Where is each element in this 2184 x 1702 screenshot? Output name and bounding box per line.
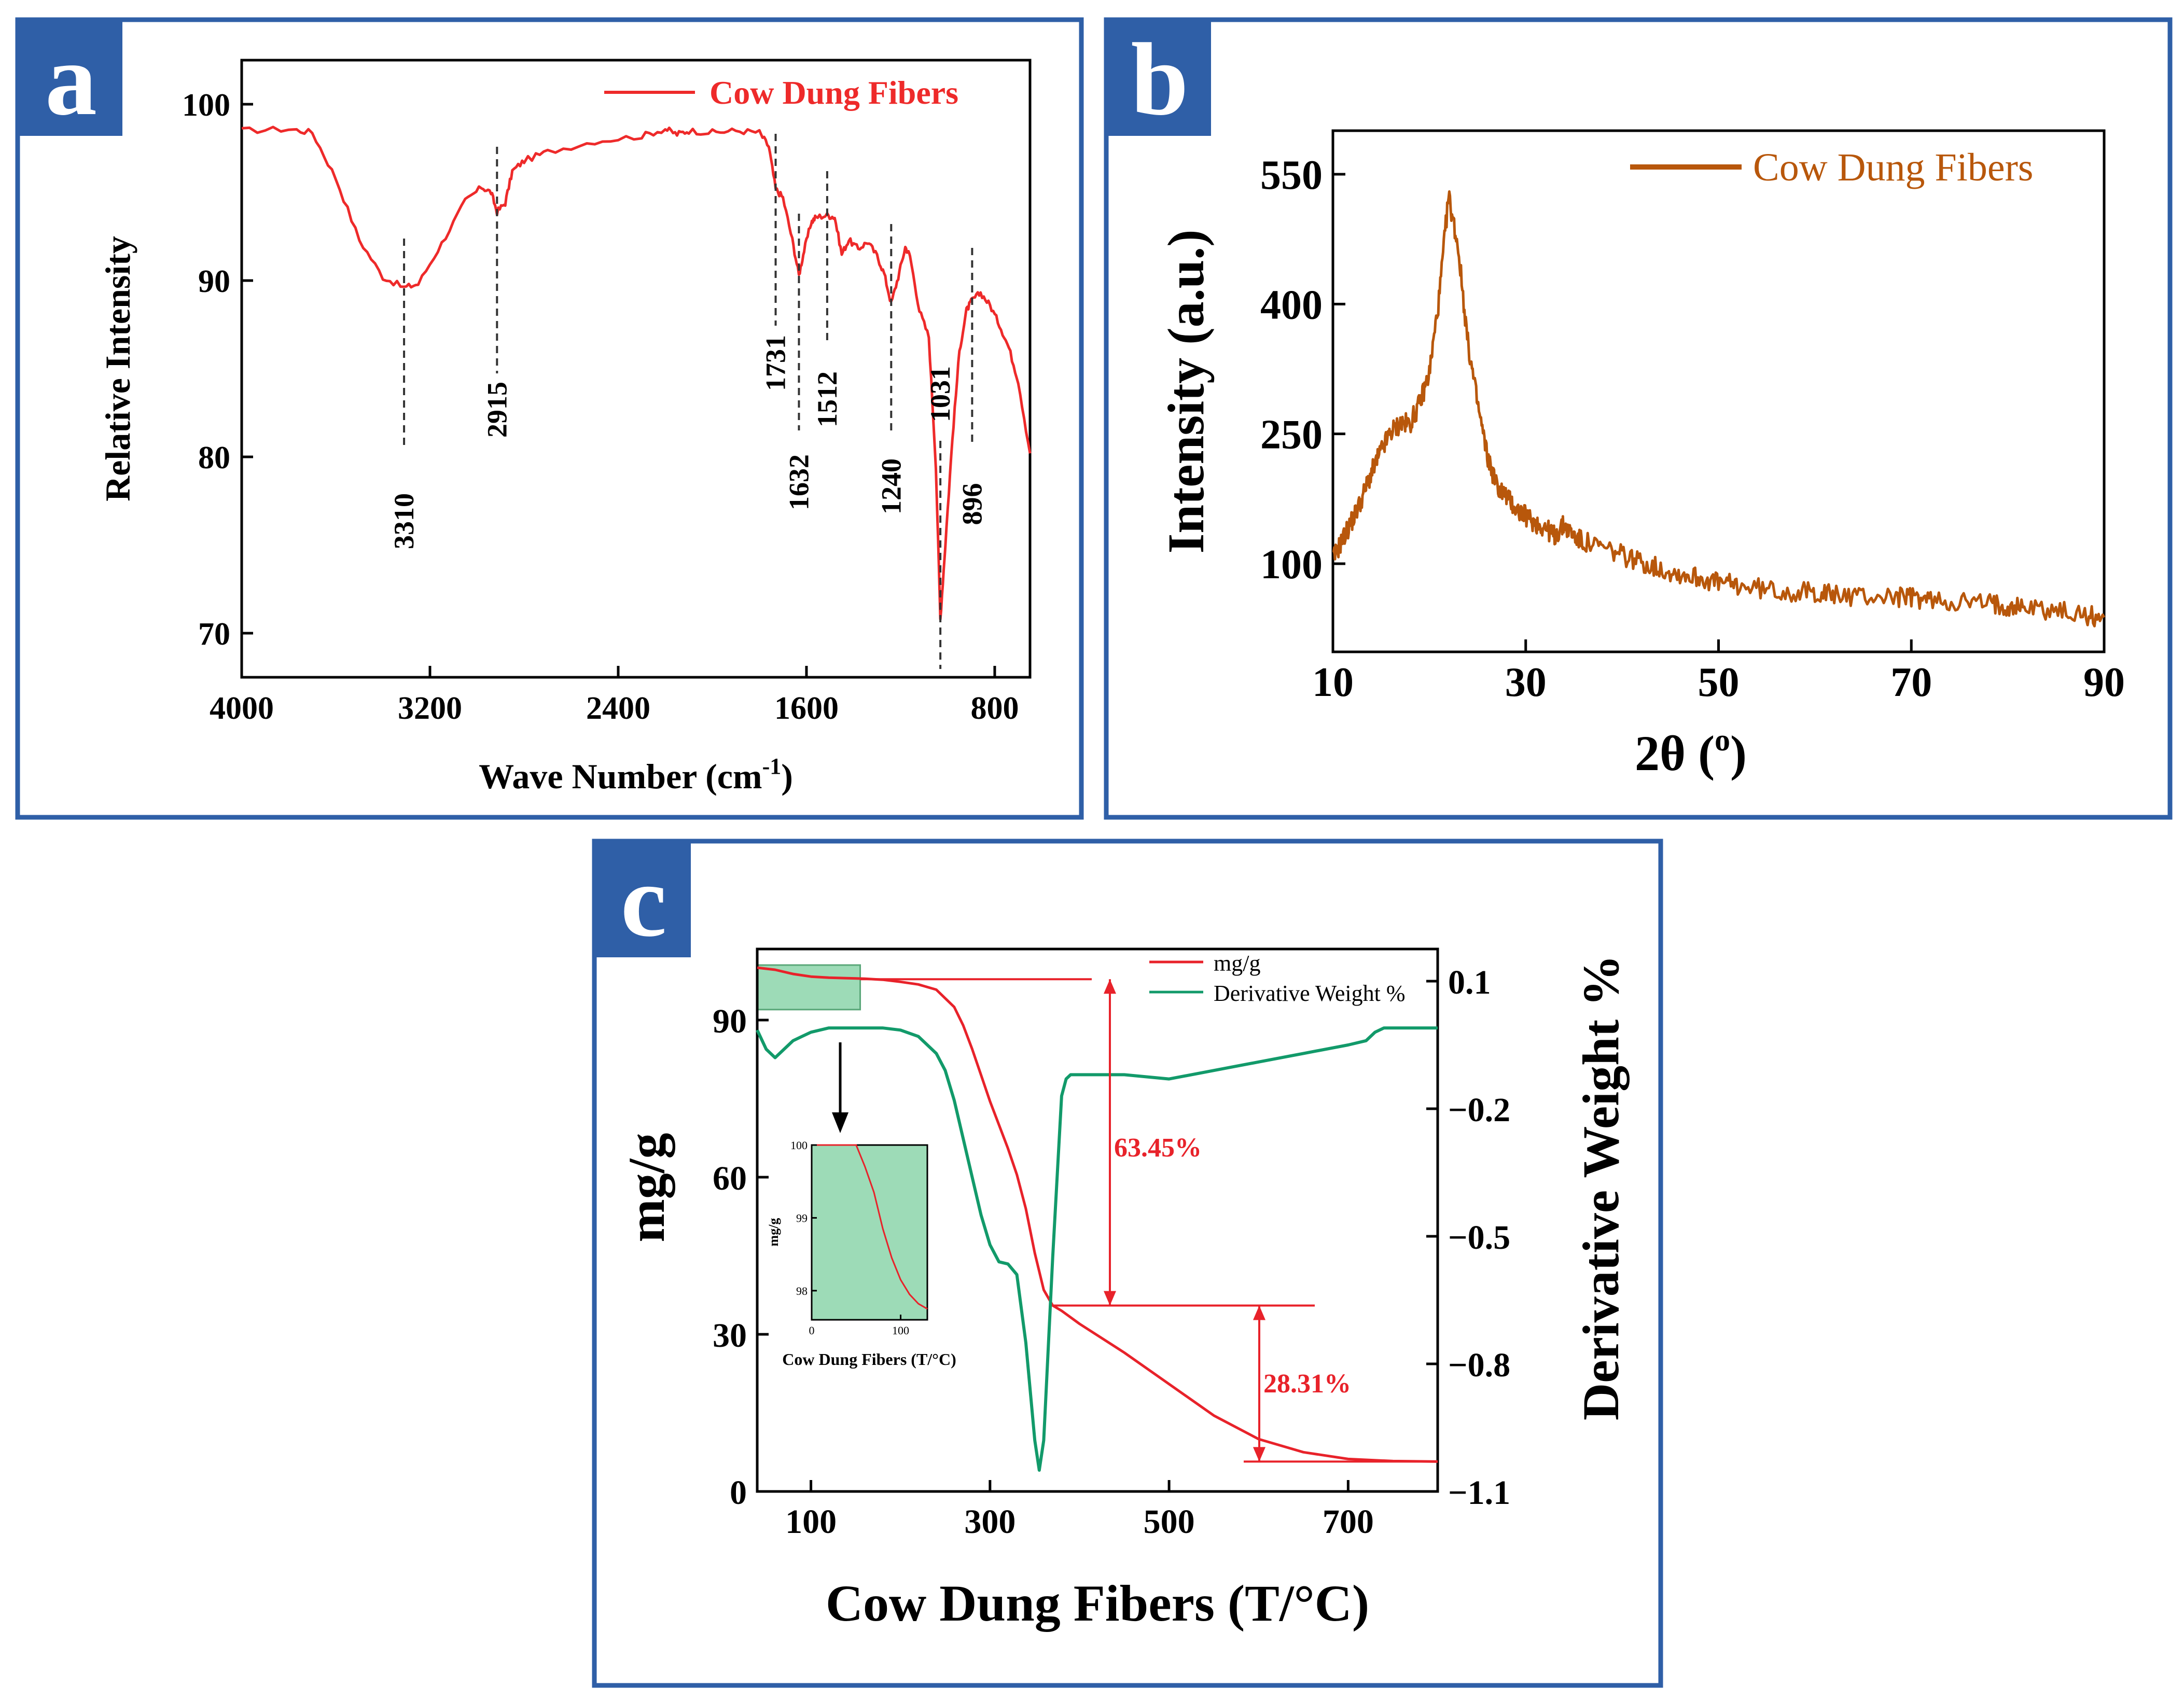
inset-y-tick-label: 100 xyxy=(790,1139,808,1152)
xrd-x-tick-label: 70 xyxy=(1890,660,1932,705)
inset-y-tick-label: 98 xyxy=(796,1285,808,1298)
tga-arrowhead xyxy=(1104,979,1116,994)
ftir-peak-label: 1512 xyxy=(812,371,843,427)
tga-arrowhead xyxy=(1253,1305,1265,1320)
ftir-x-axis-label-sup: -1 xyxy=(762,754,782,779)
tga-y2-axis-label: Derivative Weight % xyxy=(1572,955,1630,1420)
xrd-x-axis-label-text: 2θ ( xyxy=(1635,726,1715,781)
ftir-y-tick-label: 80 xyxy=(198,440,230,476)
inset-plot-area xyxy=(811,1144,928,1321)
panel-c: c 100 300 500 700 0 30 60 90 0.1 −0.2 −0.5 −0.8 −1.1… xyxy=(592,839,1663,1688)
xrd-x-tick-label: 10 xyxy=(1312,660,1354,705)
tga-x-axis-label: Cow Dung Fibers (T/°C) xyxy=(826,1574,1369,1632)
inset-y-tick-label: 99 xyxy=(796,1211,808,1224)
tga-y-axis-label: mg/g xyxy=(618,1133,675,1242)
ftir-chart: 4000 3200 2400 1600 800 70 80 90 100 Wave Number … xyxy=(98,59,1032,796)
tga-y2-tick-label: −0.8 xyxy=(1448,1346,1510,1384)
panel-b-label-bg xyxy=(1108,22,1211,136)
xrd-plot-area xyxy=(1331,129,2106,653)
tga-y-tick-label: 90 xyxy=(713,1002,747,1040)
xrd-x-axis-label-sup: o xyxy=(1715,723,1730,757)
xrd-y-tick-label: 250 xyxy=(1260,412,1323,458)
ftir-peak-label: 1031 xyxy=(925,366,956,422)
inset-x-tick-label: 0 xyxy=(809,1324,815,1337)
tga-y-tick-label: 60 xyxy=(713,1160,747,1197)
ftir-plot-area xyxy=(240,59,1032,679)
tga-x-tick-label: 300 xyxy=(964,1503,1016,1541)
panel-b-letter: b xyxy=(1131,22,1188,137)
tga-chart: 100 300 500 700 0 30 60 90 0.1 −0.2 −0.5 −0.8 −1.1 Co… xyxy=(618,947,1630,1632)
inset-x-axis-label: Cow Dung Fibers (T/°C) xyxy=(782,1350,956,1369)
tga-legend-label-mg: mg/g xyxy=(1214,951,1260,976)
xrd-y-tick-label: 550 xyxy=(1260,152,1323,198)
ftir-x-axis-label-text: Wave Number (cm xyxy=(479,757,762,796)
tga-legend-label-dw: Derivative Weight % xyxy=(1214,981,1406,1006)
tga-x-tick-label: 100 xyxy=(785,1503,837,1541)
tga-mg-series-line xyxy=(757,966,1438,1463)
panel-c-frame xyxy=(592,839,1663,1688)
ftir-y-tick-label: 70 xyxy=(198,617,230,652)
ftir-peak-label: 1632 xyxy=(783,454,814,510)
tga-plot-area xyxy=(756,947,1439,1493)
ftir-peak-label: 2915 xyxy=(481,382,512,438)
tga-arrowhead xyxy=(1253,1447,1265,1462)
tga-y2-tick-label: −0.5 xyxy=(1448,1219,1510,1257)
xrd-y-tick-label: 400 xyxy=(1260,282,1323,328)
panel-b: b 10 30 50 70 90 100 250 400 550 2θ (o) Intensity … xyxy=(1104,17,2173,820)
tga-x-tick-label: 700 xyxy=(1323,1503,1374,1541)
inset-series-line xyxy=(812,1144,928,1310)
xrd-x-tick-label: 50 xyxy=(1698,660,1740,705)
inset-pointer-arrowhead xyxy=(832,1112,848,1133)
panel-a-label-bg xyxy=(20,22,122,136)
xrd-x-tick-label: 30 xyxy=(1505,660,1547,705)
tga-annot-label: 28.31% xyxy=(1263,1369,1351,1399)
ftir-x-tick-label: 4000 xyxy=(210,691,274,726)
tga-derivative-series-line xyxy=(756,1026,1438,1472)
panel-b-frame xyxy=(1104,17,2173,820)
ftir-peak-label: 1240 xyxy=(875,458,907,514)
ftir-y-axis-label: Relative Intensity xyxy=(98,236,137,501)
tga-annot-label: 63.45% xyxy=(1114,1133,1202,1163)
ftir-peak-label: 3310 xyxy=(388,493,420,549)
xrd-x-tick-label: 90 xyxy=(2083,660,2125,705)
ftir-y-tick-label: 100 xyxy=(182,88,230,123)
tga-y2-tick-label: 0.1 xyxy=(1448,964,1491,1001)
inset-y-axis-label: mg/g xyxy=(766,1218,781,1247)
xrd-y-axis-label: Intensity (a.u.) xyxy=(1157,229,1215,553)
ftir-x-tick-label: 800 xyxy=(970,691,1019,726)
tga-zoom-region xyxy=(756,964,861,1011)
tga-arrowhead xyxy=(1104,1291,1116,1306)
ftir-series-line xyxy=(241,125,1032,621)
ftir-x-axis-label-close: ) xyxy=(781,757,793,796)
ftir-legend-label: Cow Dung Fibers xyxy=(710,74,958,111)
tga-y2-tick-label: −0.2 xyxy=(1448,1091,1510,1129)
ftir-y-tick-label: 90 xyxy=(198,264,230,299)
xrd-y-tick-label: 100 xyxy=(1260,542,1323,588)
panel-a: a 4000 3200 2400 1600 800 70 80 90 100 Wave Numbe… xyxy=(15,17,1084,820)
inset-x-tick-label: 100 xyxy=(892,1324,909,1337)
xrd-series-line xyxy=(1332,190,2106,627)
xrd-chart: 10 30 50 70 90 100 250 400 550 2θ (o) Intensity (a… xyxy=(1157,129,2125,781)
ftir-x-tick-label: 3200 xyxy=(398,691,462,726)
ftir-peak-label: 1731 xyxy=(760,335,791,391)
tga-y-tick-label: 30 xyxy=(713,1317,747,1355)
panel-c-letter: c xyxy=(621,844,667,958)
ftir-x-axis-label: Wave Number (cm-1) xyxy=(479,754,793,796)
ftir-x-tick-label: 1600 xyxy=(774,691,839,726)
xrd-x-axis-label-close: ) xyxy=(1730,726,1747,781)
ftir-x-tick-label: 2400 xyxy=(586,691,650,726)
panel-c-label-bg xyxy=(596,843,691,957)
xrd-legend-label: Cow Dung Fibers xyxy=(1753,146,2033,189)
tga-x-tick-label: 500 xyxy=(1144,1503,1195,1541)
xrd-x-axis-label: 2θ (o) xyxy=(1635,723,1747,781)
tga-y-tick-label: 0 xyxy=(730,1474,747,1512)
ftir-peak-label: 896 xyxy=(956,483,987,525)
panel-a-frame xyxy=(15,17,1084,820)
tga-y2-tick-label: −1.1 xyxy=(1448,1474,1510,1512)
panel-a-letter: a xyxy=(45,22,97,137)
